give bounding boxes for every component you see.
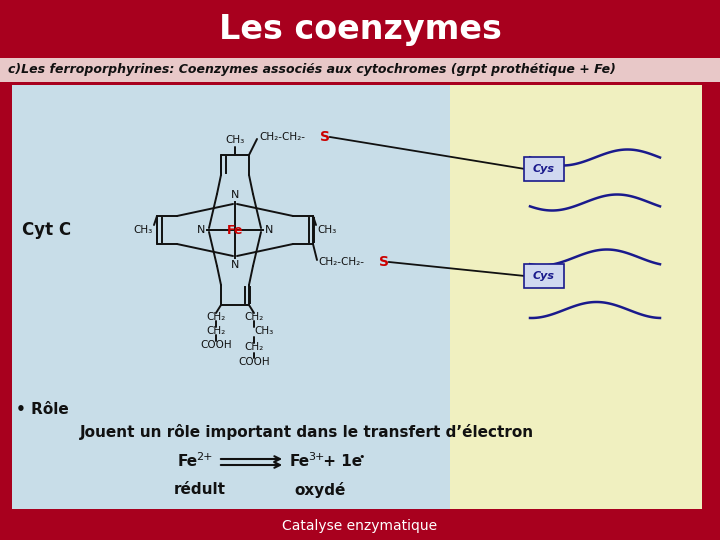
Text: Cys: Cys: [533, 271, 555, 281]
Text: CH₂: CH₂: [244, 342, 264, 352]
FancyBboxPatch shape: [524, 157, 564, 181]
Text: Fe: Fe: [290, 455, 310, 469]
Text: Cys: Cys: [533, 164, 555, 174]
Text: CH₂: CH₂: [207, 312, 225, 322]
Text: c)Les ferroporphyrines: Coenzymes associés aux cytochromes (grpt prothétique + F: c)Les ferroporphyrines: Coenzymes associ…: [8, 64, 616, 77]
Text: Catalyse enzymatique: Catalyse enzymatique: [282, 519, 438, 533]
Text: Les coenzymes: Les coenzymes: [219, 12, 501, 45]
Text: CH₂: CH₂: [244, 312, 264, 322]
Bar: [450, 85, 702, 509]
Text: oxydé: oxydé: [294, 482, 346, 498]
Bar: [0, 58, 720, 82]
Text: 3+: 3+: [308, 452, 325, 462]
Text: Jouent un rôle important dans le transfert d’électron: Jouent un rôle important dans le transfe…: [80, 424, 534, 440]
Bar: [0, 0, 720, 58]
Text: rédult: rédult: [174, 482, 226, 497]
Text: + 1e: + 1e: [318, 455, 362, 469]
Text: S: S: [320, 130, 330, 144]
Text: CH₃: CH₃: [254, 326, 274, 336]
Text: •: •: [358, 452, 364, 462]
Text: N: N: [197, 225, 205, 235]
Text: S: S: [379, 255, 389, 269]
Text: COOH: COOH: [238, 357, 270, 367]
Text: CH₃: CH₃: [225, 135, 245, 145]
Text: 2+: 2+: [196, 452, 212, 462]
Text: CH₂-CH₂-: CH₂-CH₂-: [259, 132, 305, 142]
Text: N: N: [265, 225, 274, 235]
Text: CH₂-CH₂-: CH₂-CH₂-: [318, 257, 364, 267]
Text: Fe: Fe: [227, 224, 243, 237]
Text: N: N: [231, 260, 239, 270]
Text: CH₃: CH₃: [317, 225, 336, 235]
Text: Cyt C: Cyt C: [22, 221, 71, 239]
Bar: [12, 85, 702, 509]
Text: Fe: Fe: [178, 455, 198, 469]
Text: N: N: [231, 190, 239, 200]
Text: CH₂: CH₂: [207, 326, 225, 336]
Bar: [0, 512, 720, 540]
Text: COOH: COOH: [200, 340, 232, 350]
FancyBboxPatch shape: [524, 264, 564, 288]
Text: CH₃: CH₃: [134, 225, 153, 235]
Text: • Rôle: • Rôle: [16, 402, 68, 417]
